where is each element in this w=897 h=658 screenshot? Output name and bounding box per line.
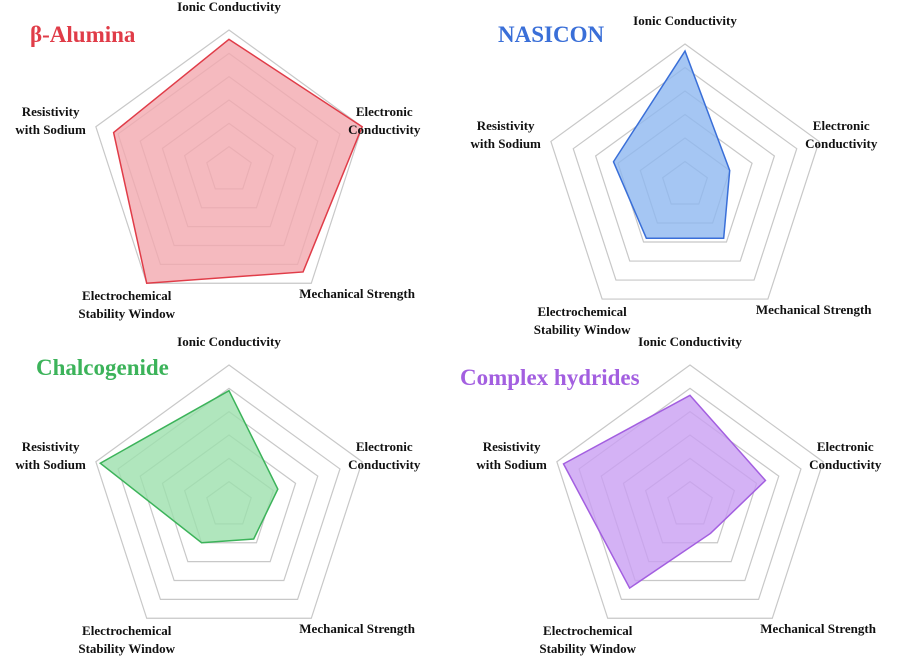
grid-ring <box>95 364 363 619</box>
axis-label: Ionic Conductivity <box>638 334 742 349</box>
grid-ring <box>95 29 363 284</box>
chart-title: Complex hydrides <box>460 365 640 390</box>
data-area <box>98 389 279 544</box>
chart-title: NASICON <box>498 22 605 47</box>
grid-ring <box>556 364 824 619</box>
axis-label: Mechanical Strength <box>299 286 415 302</box>
data-area <box>562 394 767 590</box>
axis-label: Mechanical Strength <box>760 621 876 637</box>
grid-ring <box>594 90 776 262</box>
axis-label: Electrochemical Stability Window <box>78 623 176 657</box>
grid-ring <box>572 66 798 281</box>
chart-title: Chalcogenide <box>36 355 169 380</box>
data-area <box>112 38 364 285</box>
axis-label: Ionic Conductivity <box>177 0 281 14</box>
axis-label: Resistivity with Sodium <box>476 438 547 472</box>
axis-label: Electrochemical Stability Window <box>78 288 176 322</box>
axis-label: Mechanical Strength <box>299 621 415 637</box>
axis-label: Electrochemical Stability Window <box>533 304 631 338</box>
axis-label: Resistivity with Sodium <box>15 438 86 472</box>
axis-label: Resistivity with Sodium <box>15 103 86 137</box>
grid-ring <box>550 43 820 300</box>
axis-label: Electrochemical Stability Window <box>539 623 637 657</box>
data-area <box>612 49 731 239</box>
axis-label: Mechanical Strength <box>755 302 872 318</box>
chart-title: β-Alumina <box>30 22 136 47</box>
axis-label: Electronic Conductivity <box>805 118 878 152</box>
axis-label: Resistivity with Sodium <box>470 118 541 152</box>
axis-label: Ionic Conductivity <box>633 13 737 28</box>
axis-label: Electronic Conductivity <box>348 438 421 472</box>
axis-label: Electronic Conductivity <box>348 103 421 137</box>
axis-label: Ionic Conductivity <box>177 334 281 349</box>
axis-label: Electronic Conductivity <box>809 438 882 472</box>
